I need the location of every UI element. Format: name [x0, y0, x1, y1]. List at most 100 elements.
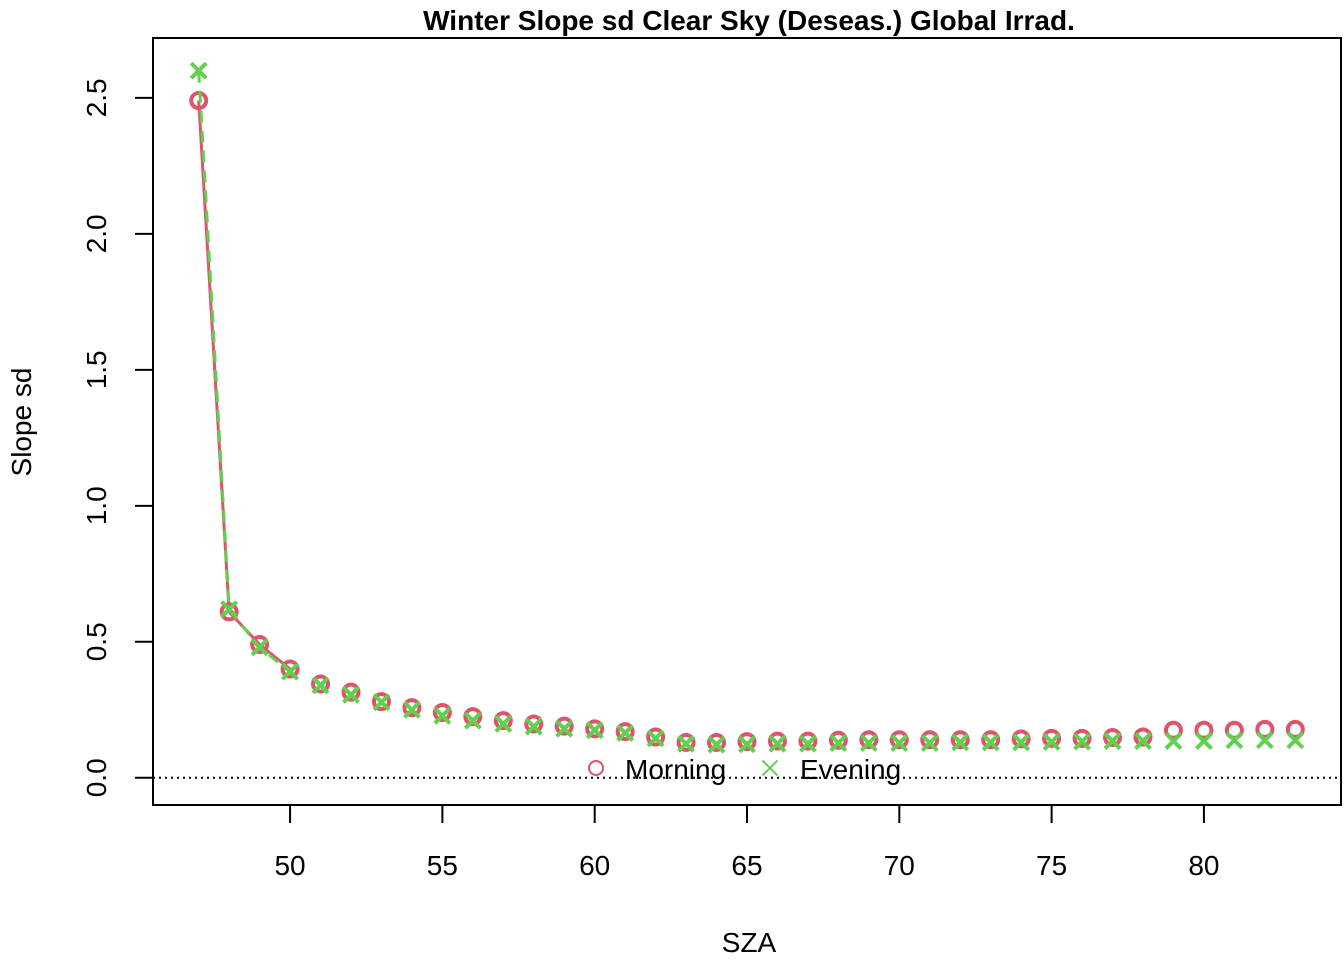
series-line-morning — [197, 100, 292, 671]
legend: Morning Evening — [588, 754, 901, 785]
x-tick-label: 75 — [1036, 850, 1067, 881]
x-tick-label: 55 — [427, 850, 458, 881]
morning-point — [1194, 720, 1214, 740]
morning-point — [1133, 727, 1153, 747]
evening-point — [524, 717, 543, 736]
evening-point — [1103, 732, 1122, 750]
morning-point — [889, 730, 909, 750]
evening-point — [189, 61, 208, 80]
morning-point — [371, 692, 391, 712]
morning-point — [585, 719, 605, 739]
evening-point — [403, 700, 421, 719]
x-tick-label: 65 — [731, 850, 762, 881]
evening-point — [372, 693, 391, 712]
evening-point — [616, 724, 635, 742]
evening-point — [1286, 731, 1305, 750]
evening-point — [1042, 732, 1061, 751]
evening-point — [494, 715, 513, 733]
evening-point — [585, 721, 604, 740]
evening-point — [799, 734, 817, 753]
legend-morning-label: Morning — [625, 754, 726, 785]
morning-point — [432, 703, 452, 723]
y-tick-label: 0.0 — [81, 758, 112, 797]
series-morning — [189, 91, 1305, 752]
evening-point — [1195, 732, 1213, 750]
evening-point — [1164, 732, 1183, 750]
evening-point — [220, 600, 239, 619]
morning-point — [950, 730, 970, 750]
series-evening — [189, 61, 1305, 754]
evening-point — [342, 685, 360, 704]
plot-frame — [152, 37, 1342, 806]
x-axis-label: SZA — [722, 927, 777, 958]
evening-point — [1134, 732, 1152, 750]
evening-point — [981, 733, 1000, 752]
evening-point — [311, 676, 330, 695]
legend-morning-marker — [588, 760, 604, 776]
evening-point — [1073, 732, 1091, 751]
evening-point — [1012, 733, 1031, 752]
legend-evening-marker — [761, 759, 779, 777]
morning-point — [615, 722, 635, 742]
series-line-evening — [197, 70, 292, 673]
morning-point — [646, 727, 666, 747]
evening-point — [555, 719, 574, 738]
x-tick-label: 50 — [274, 850, 305, 881]
chart-title: Winter Slope sd Clear Sky (Deseas.) Glob… — [423, 5, 1075, 36]
x-tick-label: 80 — [1188, 850, 1219, 881]
morning-point — [341, 682, 361, 702]
y-tick-label: 0.5 — [81, 622, 112, 661]
evening-point — [677, 734, 695, 753]
evening-point — [281, 662, 299, 681]
evening-point — [859, 734, 878, 752]
morning-point — [859, 730, 879, 750]
morning-point — [1255, 719, 1275, 739]
morning-point — [1103, 728, 1123, 748]
evening-point — [890, 734, 909, 752]
y-tick-label: 2.5 — [81, 78, 112, 117]
evening-point — [433, 706, 452, 725]
evening-point — [707, 735, 726, 754]
morning-point — [828, 730, 848, 750]
y-tick-label: 1.5 — [81, 350, 112, 389]
y-tick-label: 1.0 — [81, 486, 112, 525]
y-axis: 0.0 0.5 1.0 1.5 2.0 2.5 — [81, 78, 154, 797]
y-tick-label: 2.0 — [81, 214, 112, 253]
morning-point — [250, 635, 270, 655]
series-layer — [189, 61, 1305, 754]
x-tick-label: 70 — [884, 850, 915, 881]
evening-point — [768, 734, 787, 753]
morning-point — [798, 731, 818, 751]
morning-point — [402, 698, 422, 718]
morning-point — [311, 674, 331, 694]
morning-point — [707, 732, 727, 752]
morning-point — [767, 731, 787, 751]
morning-point — [1042, 728, 1062, 748]
evening-point — [250, 638, 269, 657]
morning-point — [1163, 720, 1183, 740]
morning-point — [676, 732, 696, 752]
morning-point — [219, 602, 239, 622]
x-axis: 50 55 60 65 70 75 80 — [274, 804, 1220, 881]
morning-point — [1072, 728, 1092, 748]
morning-point — [920, 730, 940, 750]
morning-point — [280, 659, 300, 679]
morning-point — [1011, 729, 1031, 749]
evening-point — [463, 711, 482, 730]
morning-point — [1285, 719, 1305, 739]
morning-point — [463, 707, 483, 727]
morning-point — [524, 714, 544, 734]
evening-point — [1225, 731, 1244, 750]
evening-point — [738, 735, 756, 754]
morning-point — [554, 716, 574, 736]
evening-point — [951, 733, 970, 752]
x-tick-label: 60 — [579, 850, 610, 881]
evening-point — [646, 729, 665, 748]
y-axis-label: Slope sd — [6, 368, 37, 477]
evening-point — [829, 734, 848, 752]
evening-point — [1255, 731, 1274, 750]
morning-point — [737, 732, 757, 752]
legend-evening-label: Evening — [800, 754, 901, 785]
morning-point — [981, 730, 1001, 750]
